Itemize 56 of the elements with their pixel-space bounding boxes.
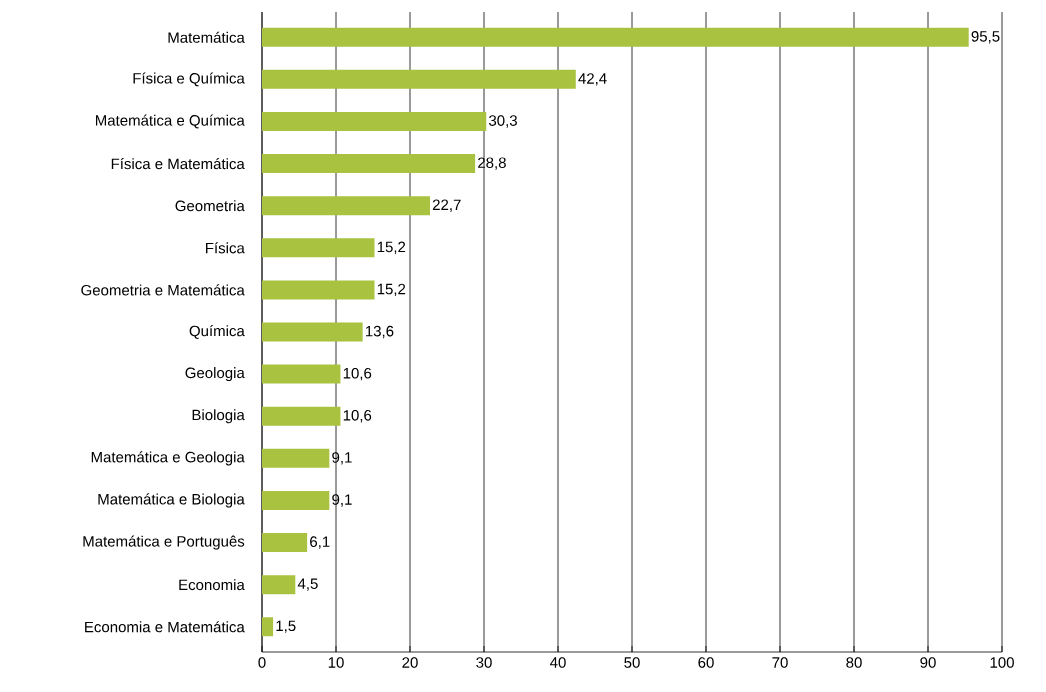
data-label: 95,5 bbox=[971, 31, 1000, 44]
data-label: 9,1 bbox=[332, 494, 352, 507]
data-label: 15,2 bbox=[377, 241, 406, 254]
x-tick-label: 100 bbox=[990, 657, 1014, 668]
bar bbox=[262, 448, 330, 468]
bar bbox=[262, 154, 476, 174]
bar bbox=[262, 575, 296, 595]
x-tick-label: 0 bbox=[258, 657, 266, 668]
data-label: 42,4 bbox=[578, 73, 607, 86]
y-tick-label: Matemática e Química bbox=[95, 114, 245, 129]
x-tick-label: 90 bbox=[920, 657, 936, 668]
data-label: 15,2 bbox=[377, 283, 406, 297]
y-tick-label: Economia e Matemática bbox=[85, 621, 245, 633]
y-tick-label: Física e Matemática bbox=[111, 157, 245, 170]
data-label: 1,5 bbox=[276, 620, 296, 633]
y-tick-label: Geometria bbox=[175, 200, 245, 212]
x-tick-label: 20 bbox=[402, 657, 418, 668]
y-tick-label: Matemática e Português bbox=[83, 535, 245, 550]
bar bbox=[262, 111, 487, 131]
y-tick-label: Física e Química bbox=[133, 72, 245, 87]
data-label: 22,7 bbox=[432, 199, 461, 212]
y-tick-label: Matemática e Geologia bbox=[91, 451, 245, 466]
x-tick-label: 80 bbox=[846, 657, 862, 668]
y-tick-label: Geologia bbox=[185, 367, 245, 382]
y-tick-label: Geometria e Matemática bbox=[81, 284, 245, 296]
y-tick-label: Química bbox=[189, 325, 245, 339]
data-label: 13,6 bbox=[365, 325, 394, 339]
x-tick-label: 60 bbox=[698, 657, 714, 668]
bar bbox=[262, 617, 274, 637]
y-tick-label: Física bbox=[206, 242, 245, 254]
data-label: 10,6 bbox=[343, 367, 372, 381]
y-tick-label: Economia bbox=[179, 579, 245, 591]
data-label: 30,3 bbox=[489, 115, 517, 128]
data-label: 6,1 bbox=[310, 536, 330, 549]
x-tick-label: 50 bbox=[624, 657, 640, 668]
data-label: 10,6 bbox=[343, 410, 372, 423]
y-tick-label: Matemática e Biologia bbox=[98, 493, 245, 508]
data-label: 9,1 bbox=[332, 452, 352, 465]
bar bbox=[262, 196, 430, 216]
x-tick-label: 30 bbox=[476, 657, 492, 668]
bar bbox=[262, 280, 375, 300]
x-tick-label: 40 bbox=[550, 657, 566, 668]
bar bbox=[262, 533, 308, 553]
x-tick-label: 10 bbox=[328, 657, 344, 668]
bar bbox=[262, 364, 341, 384]
y-tick-label: Matemática bbox=[168, 31, 245, 43]
x-tick-label: 70 bbox=[772, 657, 788, 668]
bar bbox=[262, 238, 375, 258]
bar bbox=[262, 322, 363, 342]
data-label: 28,8 bbox=[478, 157, 506, 170]
bar bbox=[262, 490, 330, 510]
data-label: 4,5 bbox=[297, 578, 318, 591]
bar bbox=[262, 69, 576, 89]
bar bbox=[262, 406, 341, 426]
bar bbox=[262, 27, 969, 47]
y-tick-label: Biologia bbox=[192, 409, 245, 424]
